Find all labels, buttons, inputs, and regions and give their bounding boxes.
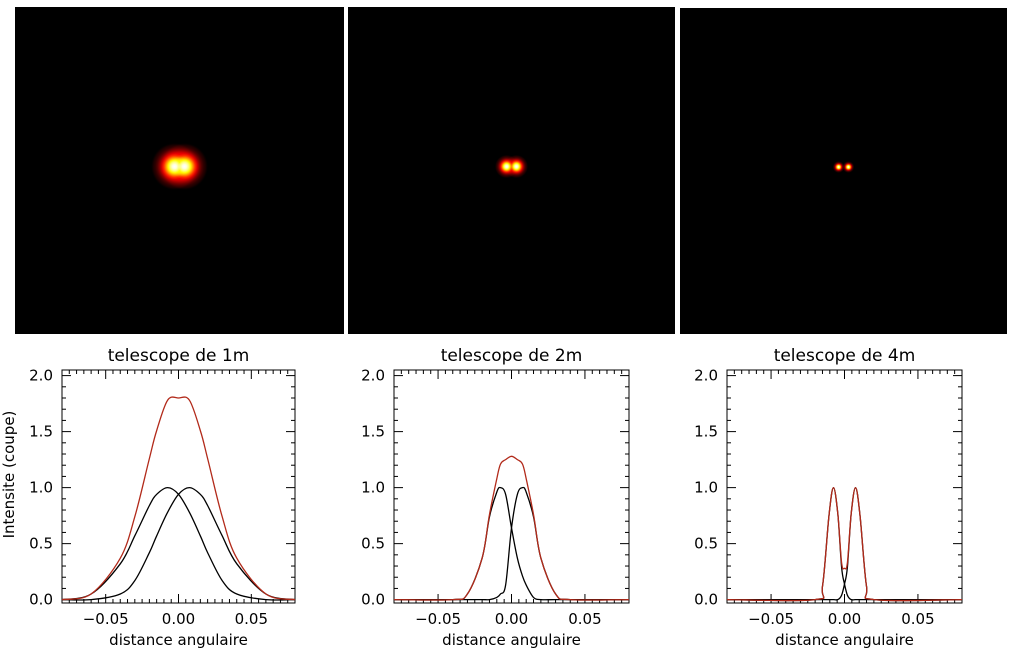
chart-title: telescope de 2m [441, 346, 583, 366]
source-line-2 [393, 486, 630, 601]
chart-panel-3: telescope de 4m −0.05 0.00 0.05 0.0 0.5 1.0 1.5… [680, 8, 1007, 649]
x-tick-label: −0.05 [83, 610, 129, 628]
x-axis-label: distance angulaire [442, 631, 581, 649]
source-line-2 [61, 486, 296, 601]
source-blob-2 [503, 153, 530, 180]
source-blob-1 [832, 160, 845, 174]
source-blob-2 [158, 140, 211, 193]
x-axis-label: distance angulaire [109, 631, 248, 649]
x-tick-label: 0.05 [235, 610, 268, 628]
sum-line [726, 486, 963, 602]
y-tick-label: 2.0 [694, 367, 718, 385]
x-tick-label: 0.00 [828, 610, 861, 628]
y-tick-label: 1.5 [29, 423, 53, 441]
x-tick-label: 0.00 [495, 610, 528, 628]
source-image-2 [348, 7, 675, 334]
y-tick-label: 1.5 [361, 423, 385, 441]
plot-frame [726, 369, 963, 604]
chart-title: telescope de 1m [108, 346, 250, 366]
source-blob-2 [842, 160, 855, 174]
source-line-1 [61, 486, 296, 601]
tick-marks [394, 370, 629, 603]
y-axis-label: Intensite (coupe) [0, 411, 18, 539]
plot-3: telescope de 4m −0.05 0.00 0.05 0.0 0.5 1.0 1.5… [694, 346, 963, 649]
sum-line [61, 396, 296, 601]
sum-line [393, 455, 630, 601]
tick-marks [62, 370, 295, 603]
source-line-1 [393, 486, 629, 601]
y-tick-label: 2.0 [361, 367, 385, 385]
y-tick-label: 0.0 [361, 591, 385, 609]
x-tick-label: 0.05 [568, 610, 601, 628]
y-tick-label: 0.5 [361, 535, 385, 553]
chart-title: telescope de 4m [774, 346, 916, 366]
source-line-2 [726, 486, 963, 602]
y-tick-label: 0.0 [694, 591, 718, 609]
y-tick-label: 1.0 [29, 479, 53, 497]
y-tick-label: 1.0 [694, 479, 718, 497]
x-tick-label: −0.05 [748, 610, 794, 628]
y-tick-label: 1.5 [694, 423, 718, 441]
x-tick-label: −0.05 [415, 610, 461, 628]
plot-1: telescope de 1m −0.05 0.00 0.05 0.0 0.5 1.0 1.5… [0, 346, 296, 649]
chart-panel-2: telescope de 2m −0.05 0.00 0.05 0.0 0.5 1.0 1.5… [348, 7, 675, 649]
x-axis-label: distance angulaire [775, 631, 914, 649]
x-tick-label: 0.00 [162, 610, 195, 628]
y-tick-label: 0.5 [694, 535, 718, 553]
plot-2: telescope de 2m −0.05 0.00 0.05 0.0 0.5 1.0 1.5… [361, 346, 630, 649]
source-image-1 [15, 7, 344, 334]
y-tick-label: 1.0 [361, 479, 385, 497]
y-tick-label: 2.0 [29, 367, 53, 385]
x-tick-label: 0.05 [901, 610, 934, 628]
chart-panel-1: telescope de 1m −0.05 0.00 0.05 0.0 0.5 1.0 1.5… [0, 7, 344, 649]
plot-frame [393, 369, 630, 604]
plot-frame [61, 369, 296, 604]
source-image-3 [680, 8, 1007, 334]
y-tick-label: 0.5 [29, 535, 53, 553]
y-tick-label: 0.0 [29, 591, 53, 609]
